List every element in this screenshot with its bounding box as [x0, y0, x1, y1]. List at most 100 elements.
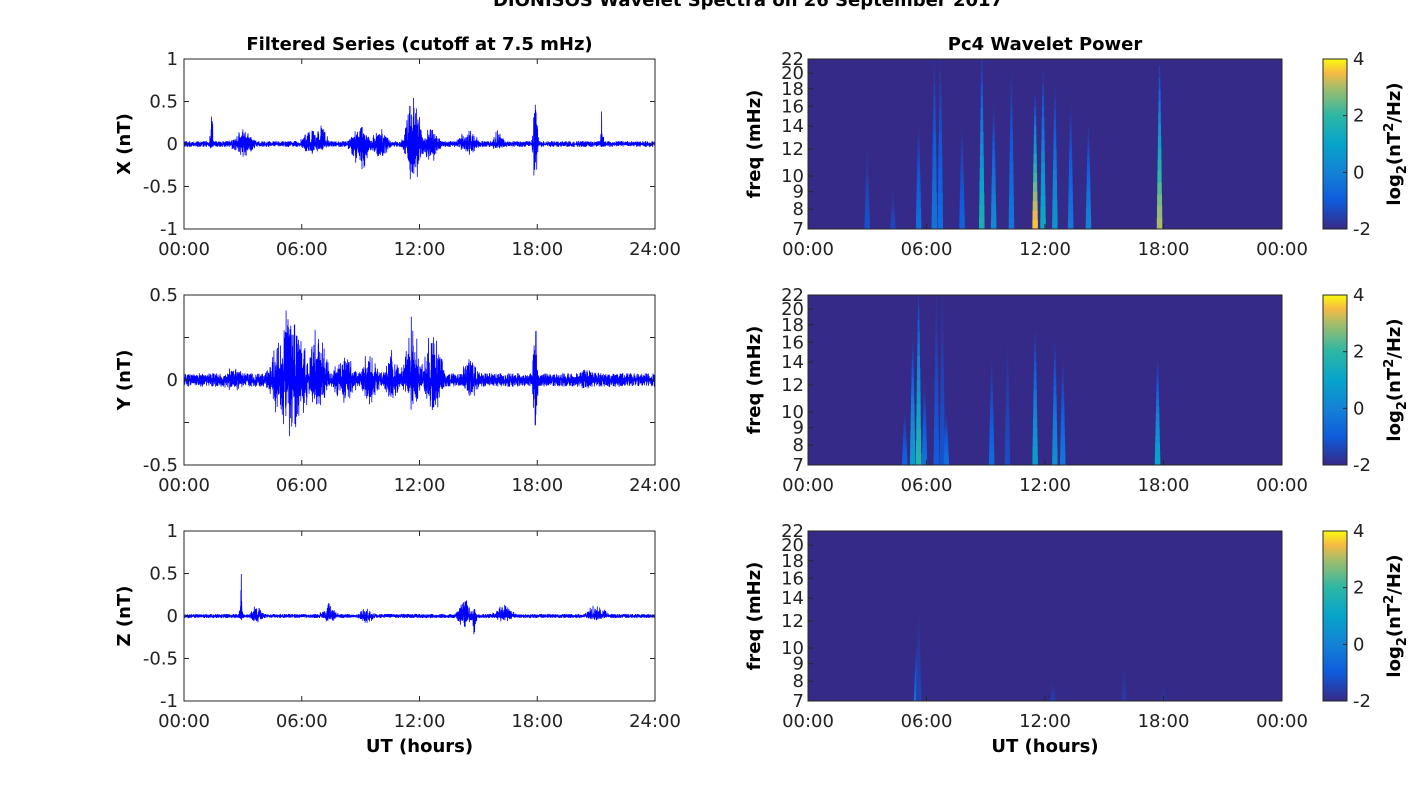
- power-streak: [1004, 447, 1011, 457]
- power-streak: [1005, 412, 1010, 422]
- power-streak: [980, 131, 984, 145]
- power-streak: [916, 206, 922, 215]
- power-streak: [959, 192, 965, 201]
- power-streak: [1050, 696, 1056, 699]
- power-streak: [1086, 199, 1091, 208]
- power-streak: [922, 447, 927, 455]
- power-streak: [864, 217, 870, 224]
- power-streak: [960, 177, 964, 186]
- power-streak: [1157, 147, 1162, 160]
- power-streak: [1060, 435, 1065, 444]
- y-tick-label: 10: [781, 402, 804, 423]
- power-streak: [1162, 688, 1165, 691]
- power-streak: [1162, 686, 1165, 689]
- power-streak: [1009, 162, 1014, 174]
- power-streak: [940, 392, 945, 405]
- power-streak: [1032, 446, 1038, 457]
- power-streak: [943, 457, 949, 462]
- power-streak: [932, 192, 937, 206]
- power-streak: [1123, 666, 1125, 670]
- power-streak: [1121, 690, 1127, 694]
- power-streak: [911, 394, 915, 405]
- power-streak: [911, 377, 914, 387]
- y-axis-label: freq (mHz): [744, 326, 765, 435]
- colorbar-wp-x: -2 0 2 4 log2(nT2/Hz): [1322, 49, 1410, 240]
- power-streak: [1068, 193, 1073, 204]
- y-tick-label: 9: [793, 418, 804, 439]
- power-streak: [1121, 698, 1127, 702]
- y-tick-label: 7: [793, 455, 804, 476]
- x-tick-label: 00:00: [1256, 475, 1308, 496]
- x-tick-label: 18:00: [1138, 239, 1190, 260]
- power-streak: [917, 648, 921, 656]
- power-streak: [917, 319, 920, 332]
- power-streak: [1052, 412, 1057, 422]
- power-streak: [1154, 457, 1161, 466]
- power-streak: [1155, 450, 1161, 459]
- colorbar-tick-label: 2: [1353, 106, 1364, 127]
- power-streak: [917, 628, 920, 636]
- power-streak: [934, 416, 939, 429]
- power-streak: [1033, 389, 1037, 400]
- power-streak: [891, 213, 895, 217]
- power-streak: [1010, 106, 1013, 119]
- power-streak: [1155, 428, 1160, 437]
- power-streak: [1034, 97, 1036, 108]
- power-streak: [1041, 106, 1045, 119]
- power-streak: [1122, 679, 1126, 683]
- power-streak: [1033, 182, 1038, 192]
- power-streak: [944, 431, 948, 436]
- power-streak: [1158, 124, 1161, 137]
- power-streak: [865, 183, 869, 190]
- y-axis-label: freq (mHz): [744, 562, 765, 671]
- power-streak: [1086, 184, 1091, 193]
- y-tick-label: 14: [781, 116, 804, 137]
- power-streak: [1034, 106, 1036, 117]
- power-streak: [1010, 73, 1013, 85]
- power-streak: [902, 442, 907, 447]
- power-streak: [961, 133, 963, 142]
- x-tick-label: 12:00: [394, 239, 446, 260]
- power-streak: [1122, 685, 1126, 689]
- power-streak: [1061, 376, 1064, 385]
- power-streak: [992, 141, 995, 151]
- y-tick-label: 10: [781, 166, 804, 187]
- power-streak: [1161, 693, 1166, 696]
- power-streak: [989, 428, 994, 437]
- power-streak: [1156, 398, 1159, 407]
- power-streak: [922, 442, 927, 449]
- power-streak: [1033, 418, 1038, 428]
- power-streak: [917, 155, 920, 164]
- panel-title: Pc4 Wavelet Power: [948, 34, 1143, 55]
- y-tick-label: 14: [781, 352, 804, 373]
- power-streak: [1009, 139, 1014, 152]
- power-streak: [1062, 362, 1064, 370]
- power-streak: [890, 221, 896, 225]
- x-axis-label: UT (hours): [366, 736, 473, 757]
- power-streak: [1061, 391, 1065, 400]
- y-tick-label: 7: [793, 219, 804, 240]
- power-streak: [891, 197, 894, 201]
- power-streak: [1087, 133, 1090, 142]
- y-tick-label: -1: [160, 219, 178, 240]
- power-streak: [1042, 73, 1044, 85]
- power-streak: [916, 668, 921, 676]
- power-streak: [961, 140, 964, 149]
- power-streak: [937, 192, 943, 206]
- power-streak: [1068, 176, 1073, 186]
- power-streak: [916, 177, 921, 186]
- power-streak: [992, 150, 996, 160]
- power-streak: [911, 368, 914, 378]
- power-streak: [866, 166, 869, 173]
- power-streak: [910, 421, 915, 431]
- power-streak: [1041, 162, 1045, 174]
- power-streak: [935, 319, 938, 332]
- heatmap-panel-wp-x: 00:00 06:00 12:00 18:00 00:00789101214161820…: [744, 34, 1308, 260]
- power-streak: [988, 457, 995, 466]
- x-tick-label: 00:00: [158, 475, 210, 496]
- power-streak: [865, 177, 869, 184]
- power-streak: [934, 392, 939, 405]
- power-streak: [979, 192, 985, 206]
- power-streak: [917, 367, 921, 381]
- power-streak: [989, 442, 995, 451]
